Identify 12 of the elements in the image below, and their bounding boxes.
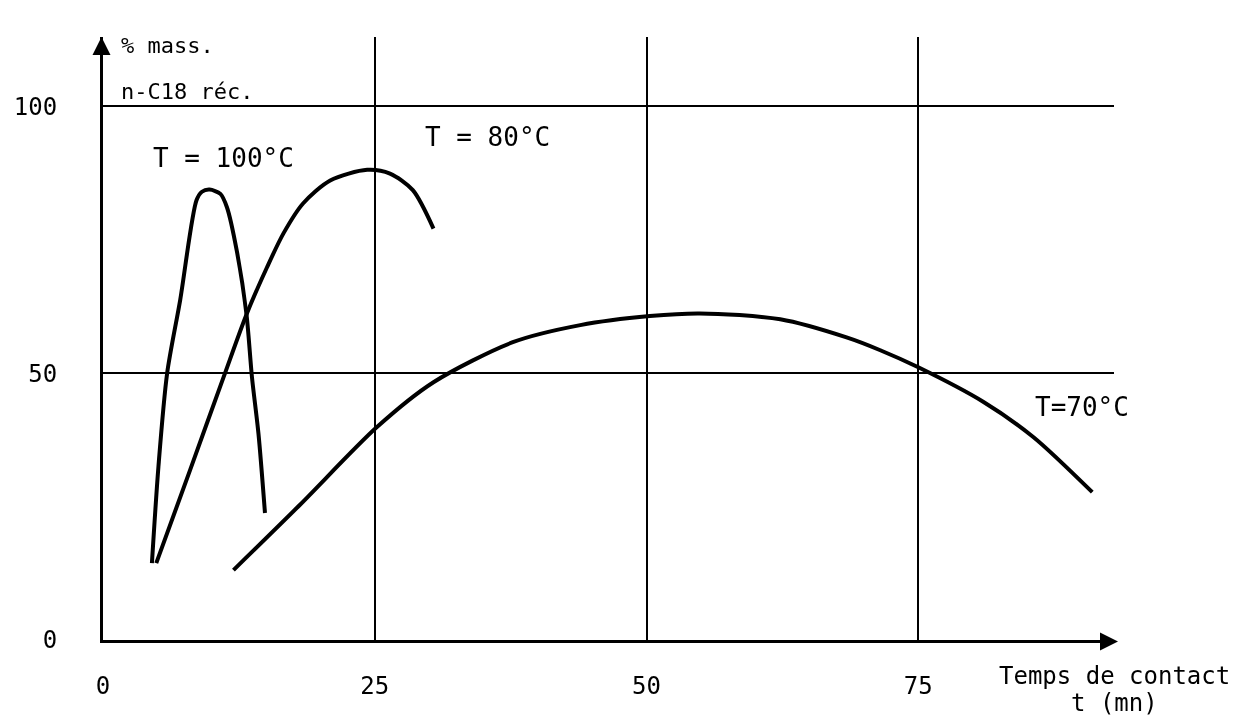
series-label: T=70°C [1035, 392, 1129, 422]
y-axis-title: % mass. n-C18 réc. [121, 33, 254, 104]
series-label: T = 100°C [153, 143, 294, 173]
x-axis-title: Temps de contact t (mn) [999, 662, 1231, 717]
y-tick-label: 50 [28, 359, 58, 388]
y-tick-label: 0 [42, 626, 58, 655]
x-tick-label: 25 [360, 671, 390, 700]
x-tick-label: 75 [903, 671, 933, 700]
x-tick-label: 0 [95, 671, 111, 700]
y-tick-label: 100 [13, 92, 58, 121]
x-tick-label: 50 [632, 671, 661, 700]
series-label: T = 80°C [425, 122, 551, 152]
